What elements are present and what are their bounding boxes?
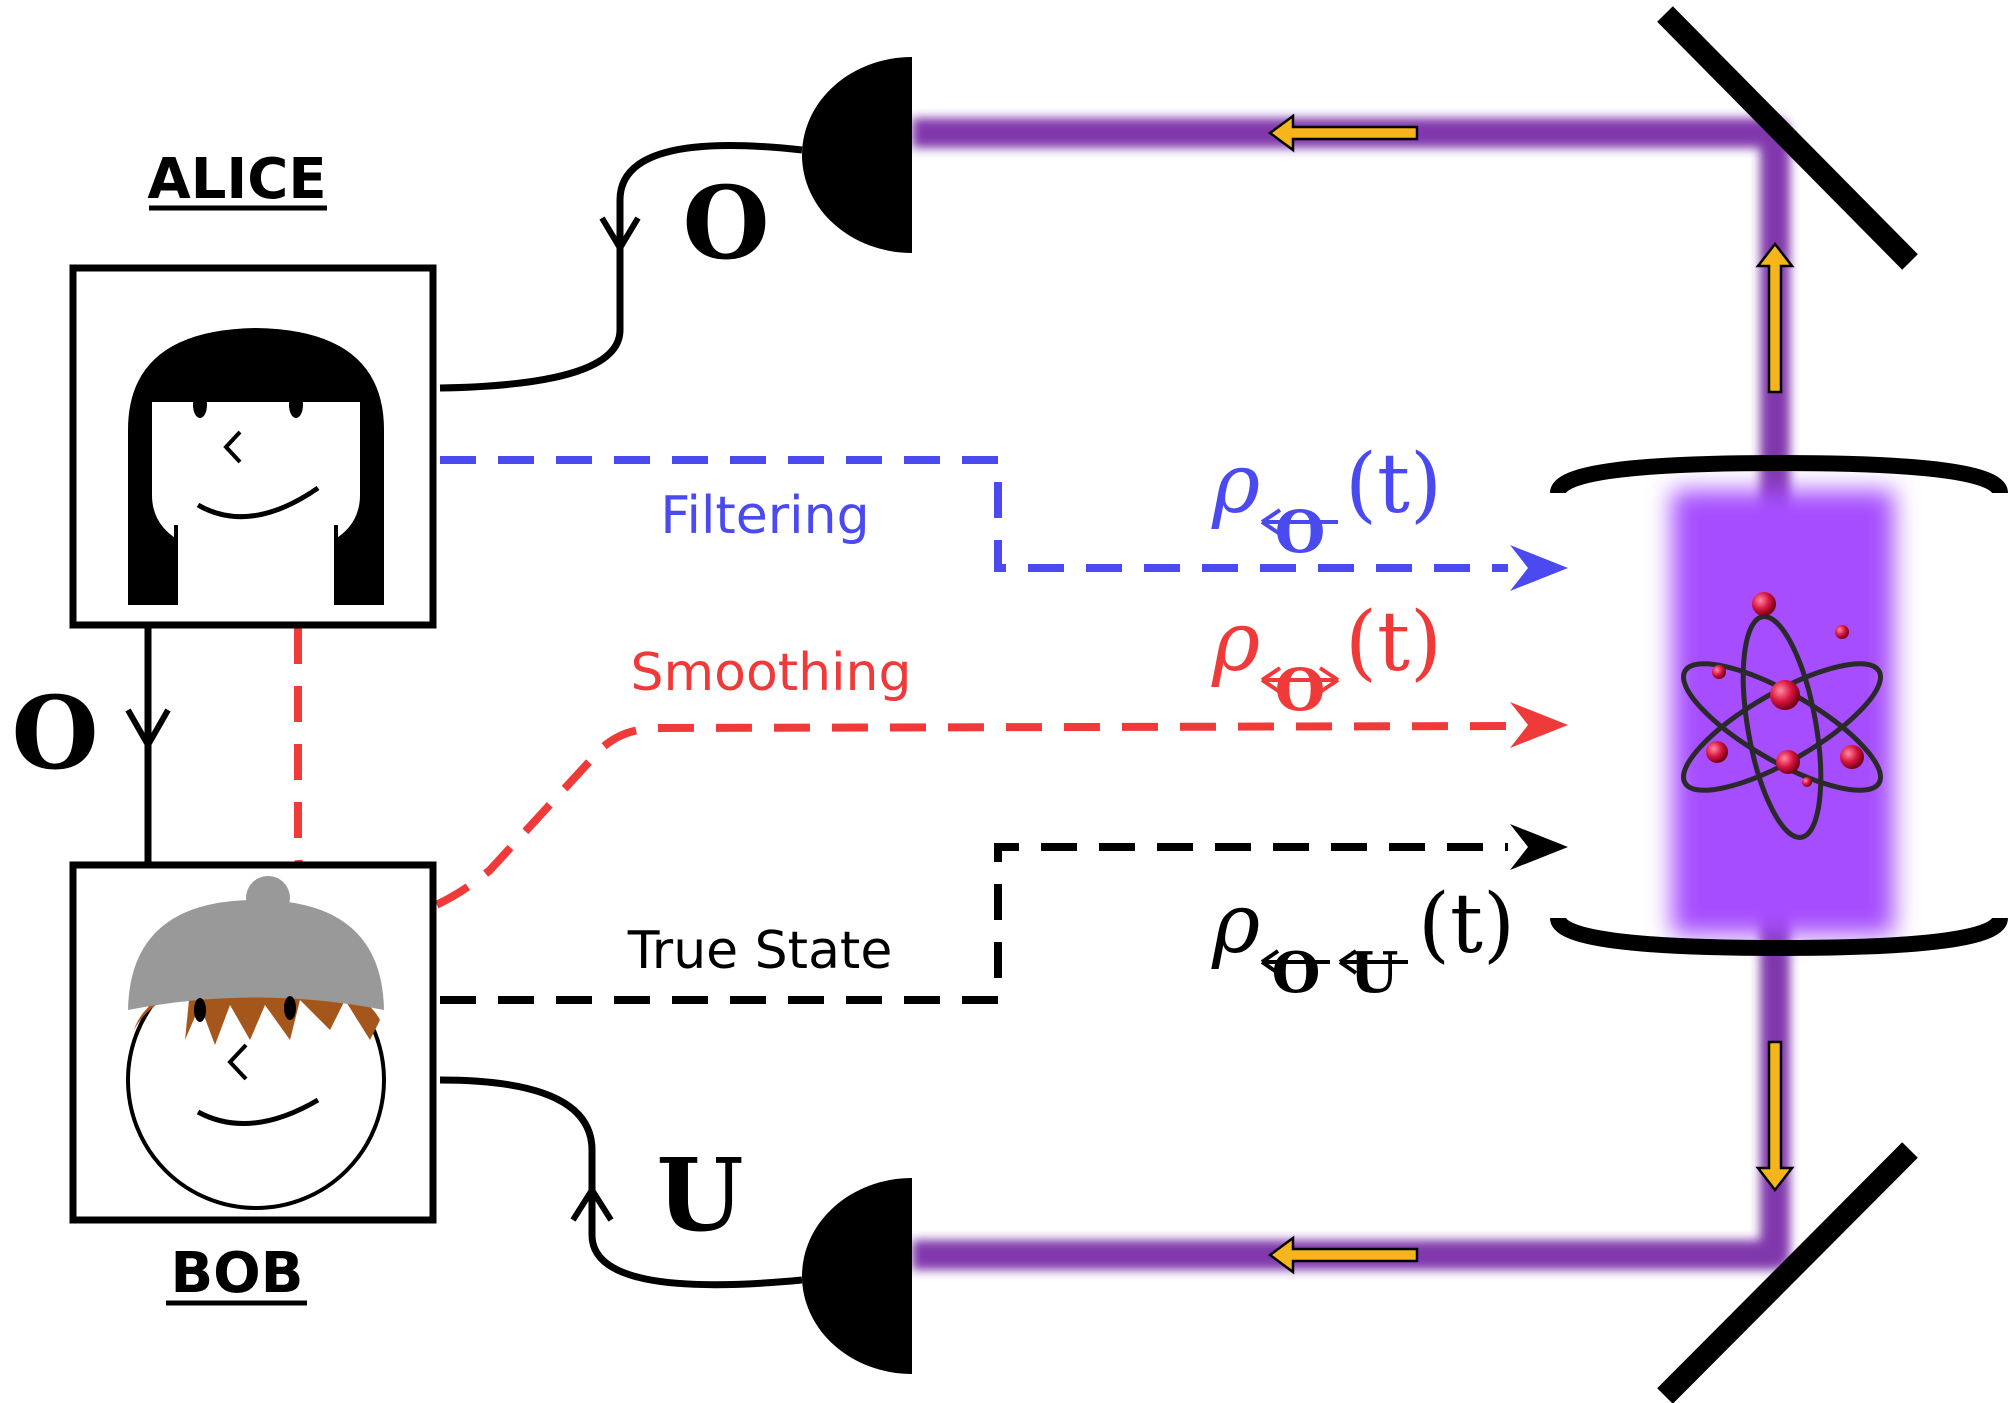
- flux-arrow-down: [1755, 1040, 1795, 1193]
- true-state-label: True State: [627, 921, 893, 981]
- svg-text:BOB: BOB: [171, 1241, 304, 1306]
- signal-wire-u: [439, 1076, 803, 1289]
- svg-text:(t): (t): [1345, 437, 1442, 532]
- alice-box: [69, 264, 437, 629]
- svg-text:(t): (t): [1345, 595, 1442, 690]
- filtering-arrowhead: [1510, 545, 1568, 591]
- true-state-arrowhead: [1510, 824, 1568, 870]
- signal-wire-o: [439, 142, 803, 392]
- alice-label: ALICE: [147, 147, 327, 212]
- cavity-top-mirror: [1550, 454, 2008, 495]
- top-right-mirror: [1657, 6, 1918, 270]
- signal-arrow-alice-bob: [125, 708, 171, 752]
- filtering-path: [440, 456, 1568, 591]
- flux-arrow-up: [1755, 241, 1795, 394]
- smoothing-path: [294, 628, 1568, 925]
- measurement-u-label: U: [656, 1136, 743, 1254]
- alice-face: [128, 328, 384, 605]
- bob-box: [69, 861, 437, 1224]
- svg-text:O: O: [1272, 940, 1321, 1006]
- signal-arrow-u: [570, 1184, 614, 1222]
- svg-text:O: O: [1275, 498, 1326, 566]
- flux-arrow-top: [1267, 113, 1419, 153]
- flux-arrow-bottom: [1267, 1235, 1419, 1275]
- laser-beam: [912, 118, 1790, 1270]
- filtering-state-formula: ρ O (t): [1211, 437, 1442, 566]
- measurement-o-label: O: [682, 164, 769, 282]
- svg-text:U: U: [1350, 940, 1399, 1006]
- measurement-o-left-label: O: [11, 674, 98, 792]
- true-state-path: [440, 824, 1568, 1004]
- smoothing-label: Smoothing: [630, 643, 911, 703]
- filtering-label: Filtering: [660, 486, 869, 546]
- bob-label: BOB: [166, 1241, 307, 1306]
- top-detector: [802, 57, 912, 253]
- smoothing-state-formula: ρ O (t): [1211, 595, 1442, 724]
- signal-arrow-o: [599, 216, 641, 254]
- flux-arrows: [1267, 113, 1795, 1275]
- atom: [1681, 592, 1883, 840]
- svg-text:ρ: ρ: [1211, 437, 1260, 532]
- true-state-formula: ρ O U (t): [1211, 877, 1515, 1006]
- bob-face: [126, 876, 386, 1210]
- bottom-right-mirror: [1657, 1142, 1918, 1403]
- svg-text:O: O: [1275, 656, 1326, 724]
- svg-text:ρ: ρ: [1211, 595, 1260, 690]
- bottom-detector: [802, 1178, 912, 1374]
- svg-text:ρ: ρ: [1211, 877, 1260, 972]
- svg-text:ALICE: ALICE: [147, 147, 326, 212]
- cavity-bottom-mirror: [1550, 916, 2008, 957]
- svg-text:(t): (t): [1418, 877, 1515, 972]
- smoothing-arrowhead: [1510, 702, 1568, 748]
